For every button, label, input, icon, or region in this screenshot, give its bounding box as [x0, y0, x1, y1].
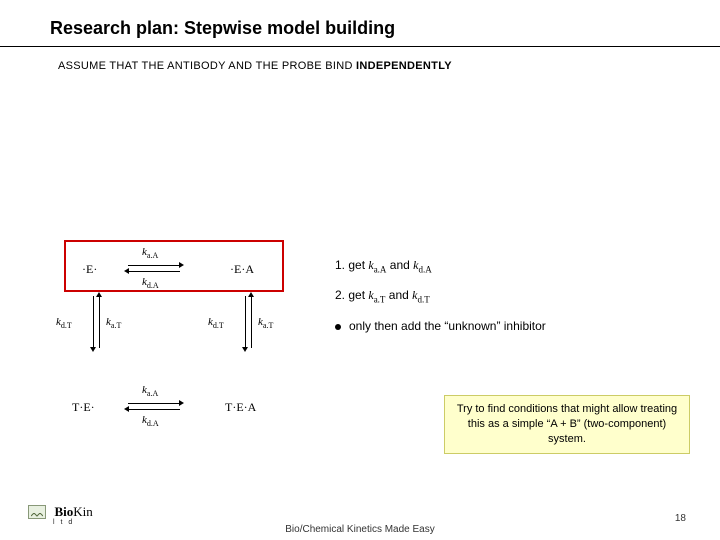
- species-TE: T·E·: [72, 400, 95, 415]
- bullet-dot-icon: [335, 324, 341, 330]
- steps-list: 1. get ka.A and kd.A 2. get ka.T and kd.…: [335, 258, 695, 347]
- slide-title: Research plan: Stepwise model building: [50, 18, 395, 39]
- step-2: 2. get ka.T and kd.T: [335, 288, 695, 304]
- rate-kdT-right: kd.T: [208, 316, 224, 330]
- callout-box: Try to find conditions that might allow …: [444, 395, 690, 454]
- step-3-text: only then add the “unknown” inhibitor: [349, 319, 546, 333]
- assumption-text: ASSUME THAT THE ANTIBODY AND THE PROBE B…: [58, 60, 356, 72]
- step-3-bullet: only then add the “unknown” inhibitor: [335, 319, 695, 333]
- assumption-emph: INDEPENDENTLY: [356, 60, 452, 72]
- highlight-box: [64, 240, 284, 292]
- rate-kdT-left: kd.T: [56, 316, 72, 330]
- logo-chip-icon: [28, 505, 46, 519]
- rate-kaT-right: ka.T: [258, 316, 273, 330]
- arrow-TE-TEA: [124, 400, 184, 414]
- logo-ltd: l t d: [53, 519, 93, 526]
- species-TEA: T·E·A: [225, 400, 256, 415]
- page-number: 18: [675, 513, 686, 524]
- arrow-EA-TEA: [242, 292, 256, 352]
- slide: Research plan: Stepwise model building A…: [0, 0, 720, 540]
- rate-kaT-left: ka.T: [106, 316, 121, 330]
- step-1: 1. get ka.A and kd.A: [335, 258, 695, 274]
- reaction-scheme: ·E· ·E·A T·E· T·E·A ka.A kd.A ka.A kd.A …: [60, 220, 320, 430]
- rate-kaA-bot: ka.A: [142, 384, 158, 398]
- title-divider: [0, 46, 720, 47]
- biokin-logo: BioKin l t d: [28, 503, 93, 526]
- rate-kdA-bot: kd.A: [142, 414, 159, 428]
- footer-caption: Bio/Chemical Kinetics Made Easy: [0, 524, 720, 535]
- arrow-E-TE: [90, 292, 104, 352]
- assumption-heading: ASSUME THAT THE ANTIBODY AND THE PROBE B…: [58, 60, 452, 72]
- logo-text: BioKin: [54, 504, 92, 520]
